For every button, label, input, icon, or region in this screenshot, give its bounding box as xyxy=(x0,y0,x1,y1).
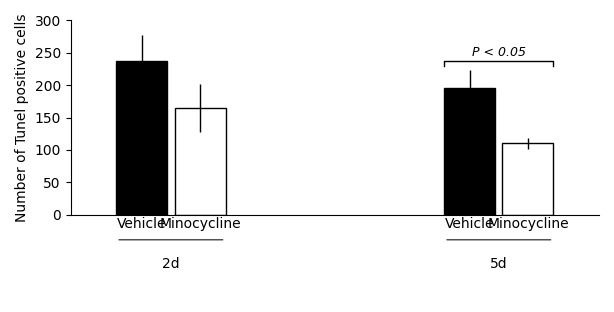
Text: 5d: 5d xyxy=(490,257,508,271)
Text: 2d: 2d xyxy=(162,257,180,271)
Bar xyxy=(444,88,495,215)
Bar xyxy=(116,61,167,215)
Bar xyxy=(502,144,553,215)
Text: P < 0.05: P < 0.05 xyxy=(472,46,526,59)
Y-axis label: Number of Tunel positive cells: Number of Tunel positive cells xyxy=(15,13,29,222)
Bar xyxy=(174,108,225,215)
